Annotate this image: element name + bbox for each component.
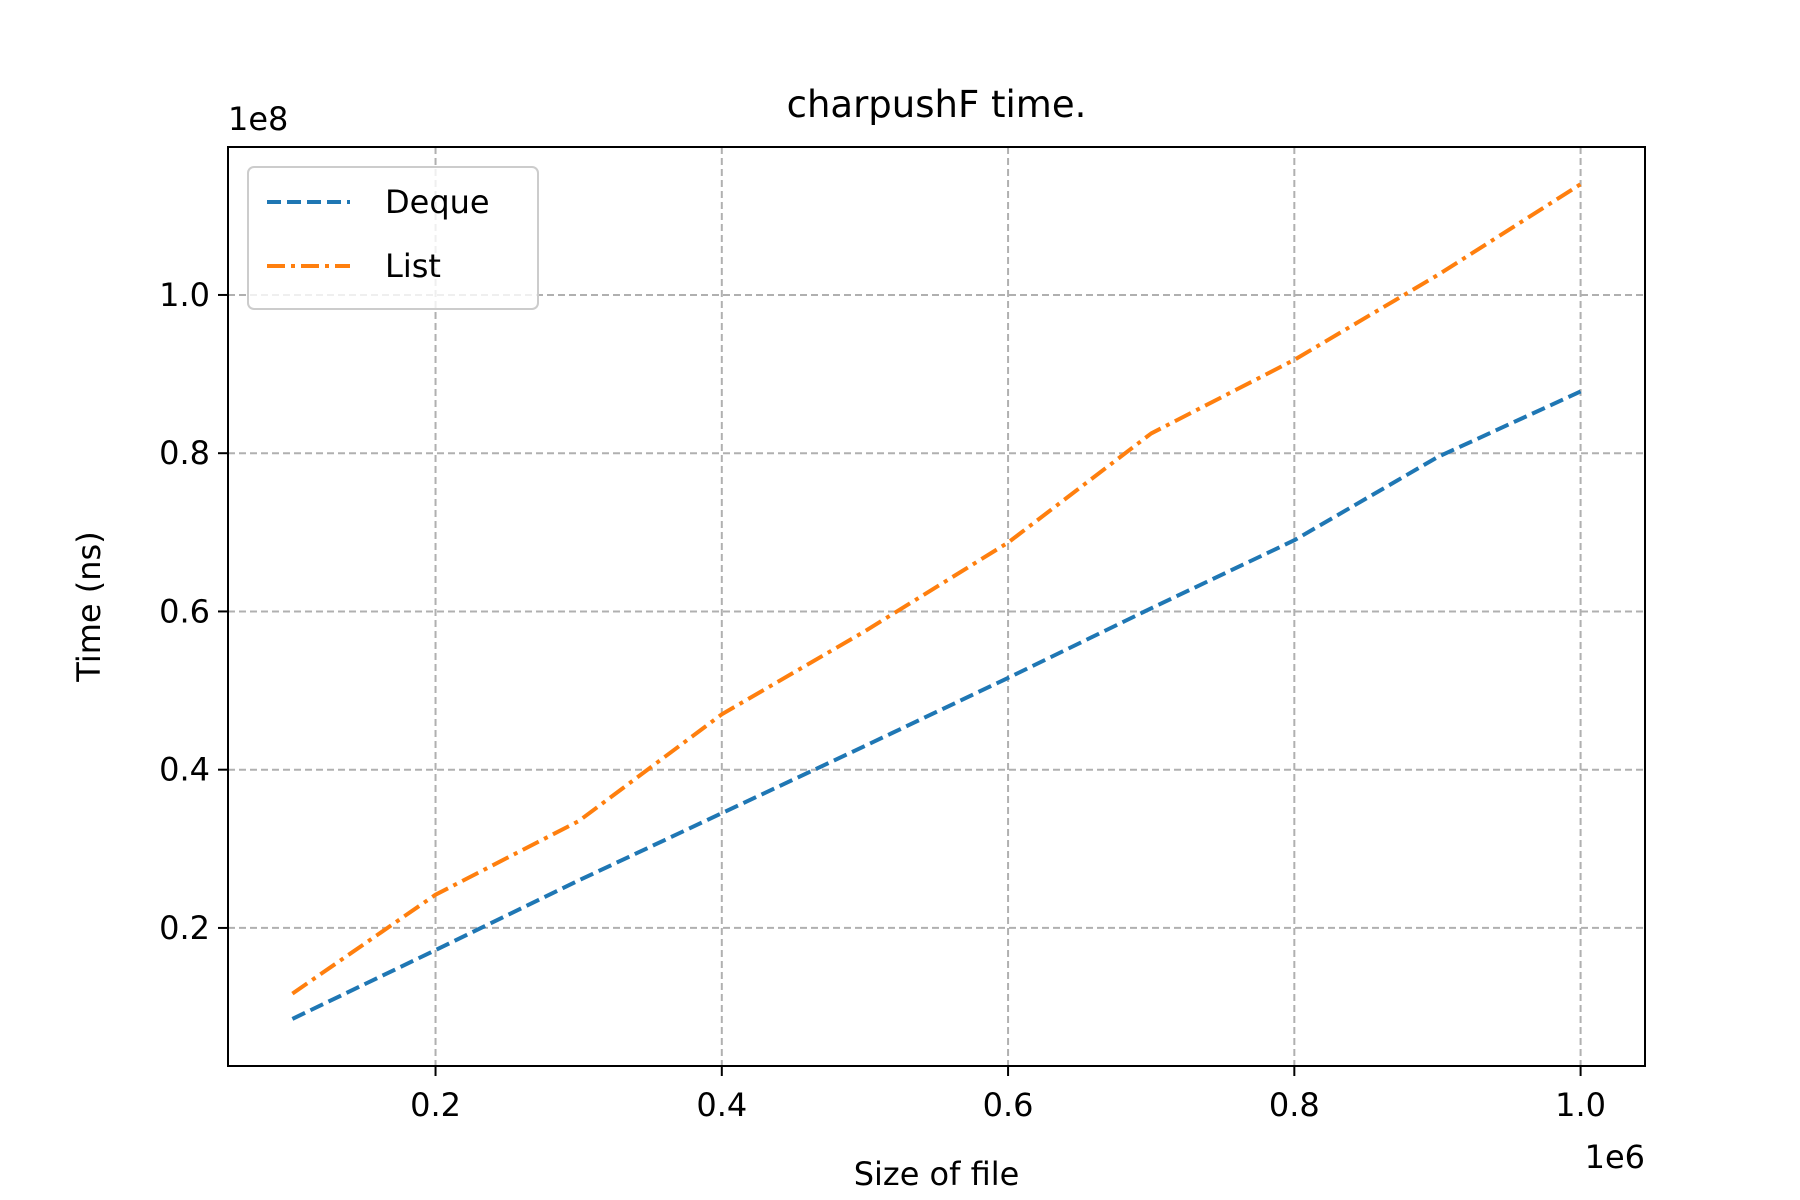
legend-label-list: List [385, 247, 441, 285]
legend: Deque List [247, 166, 539, 310]
x-tick-label: 0.4 [696, 1086, 747, 1124]
legend-label-deque: Deque [385, 183, 490, 221]
chart-title: charpushF time. [787, 83, 1087, 126]
y-tick-label: 0.2 [159, 909, 210, 947]
x-tick-label: 0.6 [983, 1086, 1034, 1124]
x-axis-offset-label: 1e6 [1585, 1138, 1645, 1176]
series-lines [291, 182, 1582, 1021]
x-tick-label: 0.8 [1269, 1086, 1320, 1124]
y-tick-label: 0.8 [159, 434, 210, 472]
y-tick-label: 1.0 [159, 276, 210, 314]
series-line-deque [291, 389, 1582, 1021]
y-tick-label: 0.4 [159, 751, 210, 789]
y-axis-label: Time (ns) [70, 531, 108, 682]
series-line-list [291, 182, 1582, 996]
axis-ticks: 0.2 0.4 0.6 0.8 1.0 0.2 0.4 0.6 0.8 1.0 [159, 276, 1606, 1124]
y-tick-label: 0.6 [159, 592, 210, 630]
x-axis-label: Size of file [854, 1155, 1020, 1193]
y-axis-offset-label: 1e8 [228, 100, 288, 138]
axes-frame [227, 146, 1646, 1067]
x-tick-label: 1.0 [1555, 1086, 1606, 1124]
x-tick-label: 0.2 [410, 1086, 461, 1124]
